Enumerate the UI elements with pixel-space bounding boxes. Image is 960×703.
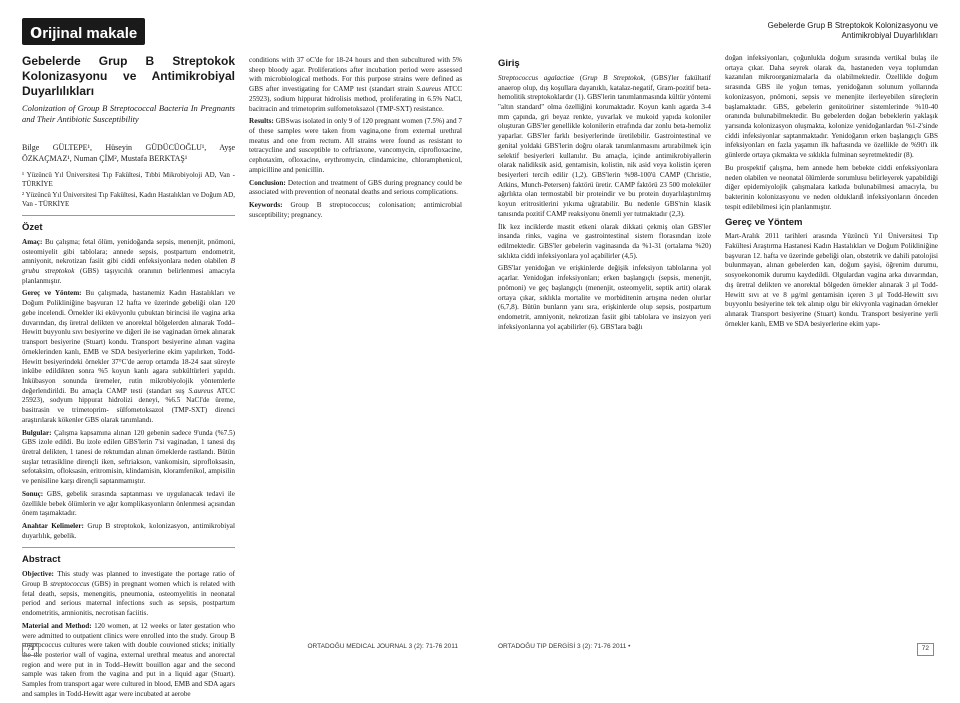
- journal-right: ORTADOĞU TIP DERGİSİ 3 (2): 71-76 2011 •: [498, 643, 630, 656]
- page-right: Gebelerde Grup B Streptokok Kolonizasyon…: [480, 0, 960, 664]
- rule-2: [22, 547, 235, 548]
- r2-p2: Bu prospektif çalışma, hem annede hem be…: [725, 164, 938, 213]
- eng-kw-label: Keywords:: [249, 201, 290, 209]
- abstract-mm: Material and Method: 120 women, at 12 we…: [22, 622, 235, 700]
- eng-results: Results: GBSwas isolated in only 9 of 12…: [249, 117, 462, 175]
- mm-label: Material and Method:: [22, 622, 94, 630]
- footer-right: ORTADOĞU TIP DERGİSİ 3 (2): 71-76 2011 •…: [498, 643, 934, 656]
- header-left: orijinal makale: [22, 18, 462, 44]
- giris-p1-text: (GBS)'ler fakültatif anaerop olup, dış k…: [498, 74, 711, 218]
- hdr-label: orijinal makale: [22, 18, 145, 45]
- bulg-text: Çalışma kapsamına alınan 120 gebenin sad…: [22, 429, 235, 486]
- giris-p3: GBS'lar yenidoğan ve erişkinlerde değişi…: [498, 264, 711, 332]
- hdr-right-text: Gebelerde Grup B Streptokok Kolonizasyon…: [758, 21, 938, 40]
- left-body: Gebelerde Grup B Streptokok Kolonizasyon…: [22, 54, 462, 703]
- article-title: Gebelerde Grup B Streptokok Kolonizasyon…: [22, 54, 235, 99]
- right-col1: Giriş Streptococcus agalactiae (Grup B S…: [498, 54, 711, 650]
- r2-p1: doğan infeksiyonları, çoğunlukla doğum s…: [725, 54, 938, 161]
- r2-p3: Mart-Aralık 2011 tarihleri arasında Yüzü…: [725, 232, 938, 329]
- bulg-label: Bulgular:: [22, 429, 54, 437]
- eng-concl-label: Conclusion:: [249, 179, 288, 187]
- ozet-amac: Amaç: Bu çalışma; fetal ölüm, yenidoğand…: [22, 238, 235, 287]
- giris-p2: İlk kez inciklerde mastit etkeni olarak …: [498, 223, 711, 262]
- eng-p1-ital: S.aureus: [416, 85, 441, 93]
- sonuc-text: GBS, gebelik sırasında saptanması ve uyg…: [22, 490, 235, 517]
- giris-head: Giriş: [498, 58, 711, 71]
- ozet-bulg: Bulgular: Çalışma kapsamına alınan 120 g…: [22, 429, 235, 487]
- page-num-left: 71: [22, 643, 39, 656]
- obj-ital: streptococcus: [50, 580, 89, 588]
- journal-left: ORTADOĞU MEDICAL JOURNAL 3 (2): 71-76 20…: [307, 643, 458, 656]
- amac-pre: Bu çalışma; fetal ölüm, yenidoğanda seps…: [22, 238, 235, 265]
- sonuc-label: Sonuç:: [22, 490, 47, 498]
- right-col2: doğan infeksiyonları, çoğunlukla doğum s…: [725, 54, 938, 650]
- page-num-right: 72: [917, 643, 934, 656]
- affil-1: ¹ Yüzüncü Yıl Üniversitesi Tıp Fakültesi…: [22, 171, 235, 189]
- ak-label: Anahtar Kelimeler:: [22, 522, 87, 530]
- left-col2: conditions with 37 oC'de for 18-24 hours…: [249, 54, 462, 703]
- page-left: orijinal makale Gebelerde Grup B Strepto…: [0, 0, 480, 664]
- hdr-label-rest: rijinal makale: [42, 25, 137, 42]
- header-right: Gebelerde Grup B Streptokok Kolonizasyon…: [498, 18, 938, 44]
- obj-label: Objective:: [22, 570, 57, 578]
- eng-results-text: GBSwas isolated in only 9 of 120 pregnan…: [249, 117, 462, 174]
- abstract-obj: Objective: This study was planned to inv…: [22, 570, 235, 619]
- footer-left: 71 ORTADOĞU MEDICAL JOURNAL 3 (2): 71-76…: [22, 643, 458, 656]
- giris-ital2: Grup B Streptokok: [582, 74, 644, 82]
- hdr-label-first: o: [30, 21, 42, 43]
- affil-2: ² Yüzüncü Yıl Üniversitesi Tıp Fakültesi…: [22, 191, 235, 209]
- mm-text: 120 women, at 12 weeks or later gestatio…: [22, 622, 235, 698]
- ozet-ak: Anahtar Kelimeler: Grup B streptokok, ko…: [22, 522, 235, 541]
- gy-pre: Bu çalışmada, hastanemiz Kadın Hastalıkl…: [22, 289, 235, 394]
- eng-kw: Keywords: Group B streptococcus; colonis…: [249, 201, 462, 220]
- ozet-gy: Gereç ve Yöntem: Bu çalışmada, hastanemi…: [22, 289, 235, 425]
- eng-concl: Conclusion: Detection and treatment of G…: [249, 179, 462, 198]
- right-body: Giriş Streptococcus agalactiae (Grup B S…: [498, 54, 938, 650]
- ozet-sonuc: Sonuç: GBS, gebelik sırasında saptanması…: [22, 490, 235, 519]
- authors: Bilge GÜLTEPE¹, Hüseyin GÜDÜCÜOĞLU¹, Ayş…: [22, 143, 235, 165]
- gy-ital: S.aureus: [188, 387, 213, 395]
- left-col1: Gebelerde Grup B Streptokok Kolonizasyon…: [22, 54, 235, 703]
- giris-ital1: Streptococcus agalactiae: [498, 74, 574, 82]
- eng-p1: conditions with 37 oC'de for 18-24 hours…: [249, 56, 462, 114]
- eng-results-label: Results:: [249, 117, 276, 125]
- amac-label: Amaç:: [22, 238, 45, 246]
- ozet-head: Özet: [22, 222, 235, 235]
- article-subtitle: Colonization of Group B Streptococcal Ba…: [22, 103, 235, 125]
- giris-p1: Streptococcus agalactiae (Grup B Strepto…: [498, 74, 711, 220]
- rule-1: [22, 215, 235, 216]
- gy-label: Gereç ve Yöntem:: [22, 289, 86, 297]
- abstract-head: Abstract: [22, 554, 235, 567]
- gy-head: Gereç ve Yöntem: [725, 217, 938, 230]
